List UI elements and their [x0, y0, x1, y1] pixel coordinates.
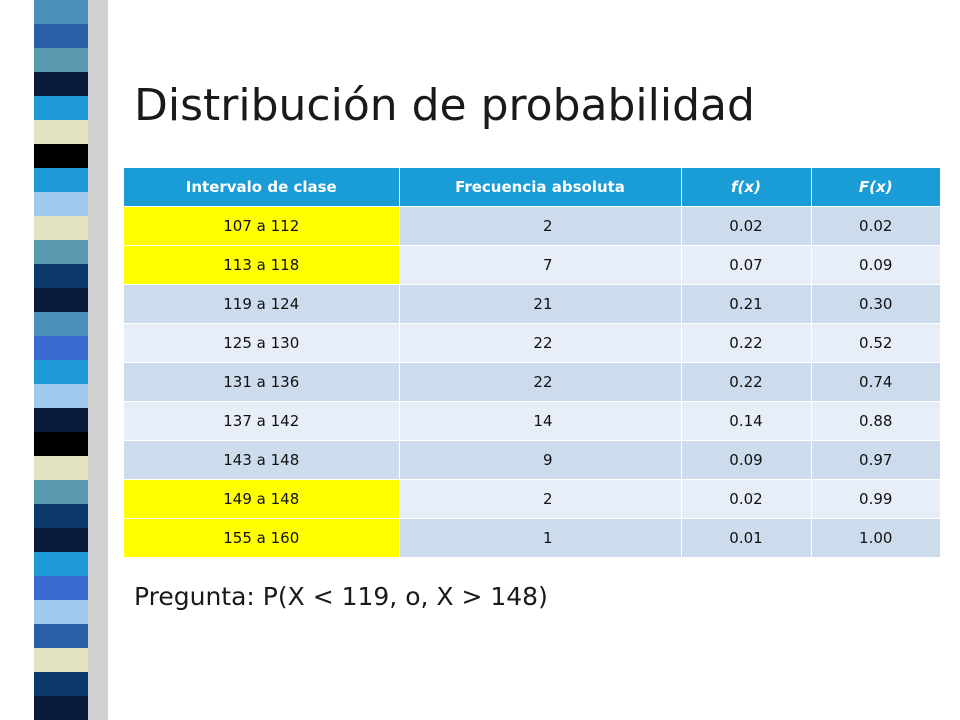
table-row: 137 a 142 14 0.14 0.88	[124, 401, 940, 441]
cell-frequency: 21	[399, 284, 682, 324]
cell-Fx: 0.97	[811, 440, 940, 480]
table-row: 107 a 112 2 0.02 0.02	[124, 206, 940, 246]
slide-title: Distribución de probabilidad	[134, 80, 755, 131]
cell-frequency: 1	[399, 518, 682, 557]
cell-interval: 155 a 160	[124, 518, 400, 557]
stripe-band	[34, 552, 88, 577]
cell-frequency: 22	[399, 323, 682, 363]
stripe-band	[34, 168, 88, 193]
cell-fx: 0.01	[681, 518, 812, 557]
table-row: 113 a 118 7 0.07 0.09	[124, 245, 940, 285]
cell-frequency: 7	[399, 245, 682, 285]
stripe-band	[34, 384, 88, 409]
stripe-band	[34, 432, 88, 457]
table-row: 131 a 136 22 0.22 0.74	[124, 362, 940, 402]
stripe-band	[34, 192, 88, 217]
cell-interval: 137 a 142	[124, 401, 400, 441]
cell-fx: 0.22	[681, 362, 812, 402]
cell-interval: 131 a 136	[124, 362, 400, 402]
cell-frequency: 2	[399, 206, 682, 246]
header-fx: f(x)	[681, 168, 812, 207]
cell-frequency: 22	[399, 362, 682, 402]
cell-Fx: 0.52	[811, 323, 940, 363]
stripe-band	[34, 120, 88, 145]
stripe-band	[34, 576, 88, 601]
cell-fx: 0.21	[681, 284, 812, 324]
decorative-stripe-bar	[0, 0, 108, 720]
stripe-band	[34, 240, 88, 265]
stripe-band	[34, 504, 88, 529]
stripe-band	[34, 96, 88, 121]
cell-interval: 143 a 148	[124, 440, 400, 480]
stripe-band	[34, 48, 88, 73]
table-row: 149 a 148 2 0.02 0.99	[124, 479, 940, 519]
cell-interval: 125 a 130	[124, 323, 400, 363]
stripe-band	[34, 696, 88, 720]
cell-fx: 0.02	[681, 479, 812, 519]
stripe-band	[34, 264, 88, 289]
cell-interval: 119 a 124	[124, 284, 400, 324]
cell-fx: 0.07	[681, 245, 812, 285]
table-row: 155 a 160 1 0.01 1.00	[124, 518, 940, 557]
table-header-row: Intervalo de clase Frecuencia absoluta f…	[124, 168, 940, 207]
cell-interval: 107 a 112	[124, 206, 400, 246]
stripe-band	[34, 624, 88, 649]
stripe-band	[34, 216, 88, 241]
stripe-margin	[0, 0, 34, 720]
cell-frequency: 14	[399, 401, 682, 441]
question-text: Pregunta: P(X < 119, o, X > 148)	[134, 582, 548, 611]
cell-fx: 0.22	[681, 323, 812, 363]
cell-interval: 113 a 118	[124, 245, 400, 285]
stripe-band	[34, 600, 88, 625]
stripe-band	[34, 480, 88, 505]
header-frequency: Frecuencia absoluta	[399, 168, 682, 207]
stripe-band	[34, 72, 88, 97]
probability-distribution-table: Intervalo de clase Frecuencia absoluta f…	[124, 168, 940, 557]
cell-Fx: 0.30	[811, 284, 940, 324]
stripe-band	[34, 288, 88, 313]
stripe-shadow	[88, 0, 108, 720]
cell-Fx: 0.88	[811, 401, 940, 441]
header-interval: Intervalo de clase	[124, 168, 400, 207]
cell-Fx: 0.74	[811, 362, 940, 402]
stripe-band	[34, 0, 88, 25]
stripe-band	[34, 408, 88, 433]
header-Fx: F(x)	[811, 168, 940, 207]
cell-frequency: 2	[399, 479, 682, 519]
stripe-band	[34, 312, 88, 337]
cell-Fx: 1.00	[811, 518, 940, 557]
cell-fx: 0.09	[681, 440, 812, 480]
stripe-band	[34, 24, 88, 49]
cell-interval: 149 a 148	[124, 479, 400, 519]
table-row: 143 a 148 9 0.09 0.97	[124, 440, 940, 480]
cell-Fx: 0.09	[811, 245, 940, 285]
cell-Fx: 0.99	[811, 479, 940, 519]
table-body: 107 a 112 2 0.02 0.02 113 a 118 7 0.07 0.09 119 …	[124, 206, 940, 557]
stripe-band	[34, 672, 88, 697]
cell-fx: 0.14	[681, 401, 812, 441]
table-row: 125 a 130 22 0.22 0.52	[124, 323, 940, 363]
stripe-band	[34, 528, 88, 553]
cell-frequency: 9	[399, 440, 682, 480]
stripe-band	[34, 360, 88, 385]
stripe-band	[34, 648, 88, 673]
stripe-band	[34, 144, 88, 169]
table-row: 119 a 124 21 0.21 0.30	[124, 284, 940, 324]
cell-Fx: 0.02	[811, 206, 940, 246]
cell-fx: 0.02	[681, 206, 812, 246]
stripe-band	[34, 336, 88, 361]
stripe-pattern	[0, 0, 108, 720]
stripe-band	[34, 456, 88, 481]
